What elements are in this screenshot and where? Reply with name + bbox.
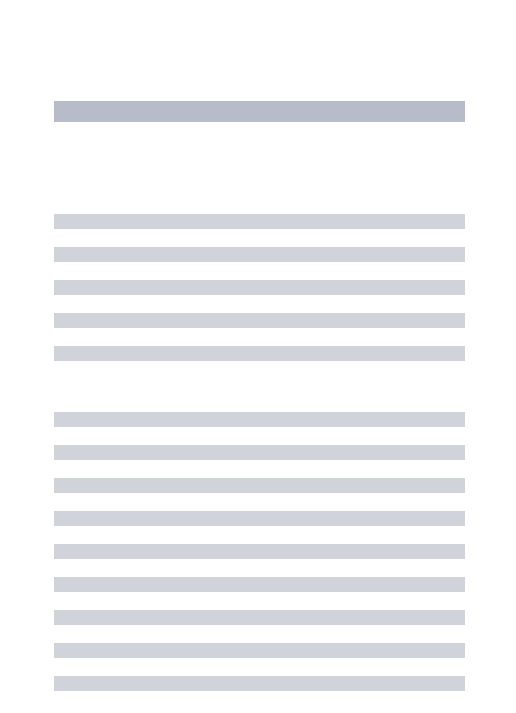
Bar [54, 247, 465, 262]
Bar [54, 478, 465, 493]
Bar [54, 643, 465, 658]
Bar [54, 101, 465, 122]
Bar [54, 676, 465, 691]
Bar [54, 511, 465, 526]
Bar [54, 214, 465, 229]
Bar [54, 313, 465, 328]
Bar [54, 412, 465, 427]
Bar [54, 445, 465, 460]
Bar [54, 610, 465, 625]
Bar [54, 280, 465, 295]
Bar [54, 346, 465, 361]
Bar [54, 577, 465, 592]
Bar [54, 544, 465, 559]
